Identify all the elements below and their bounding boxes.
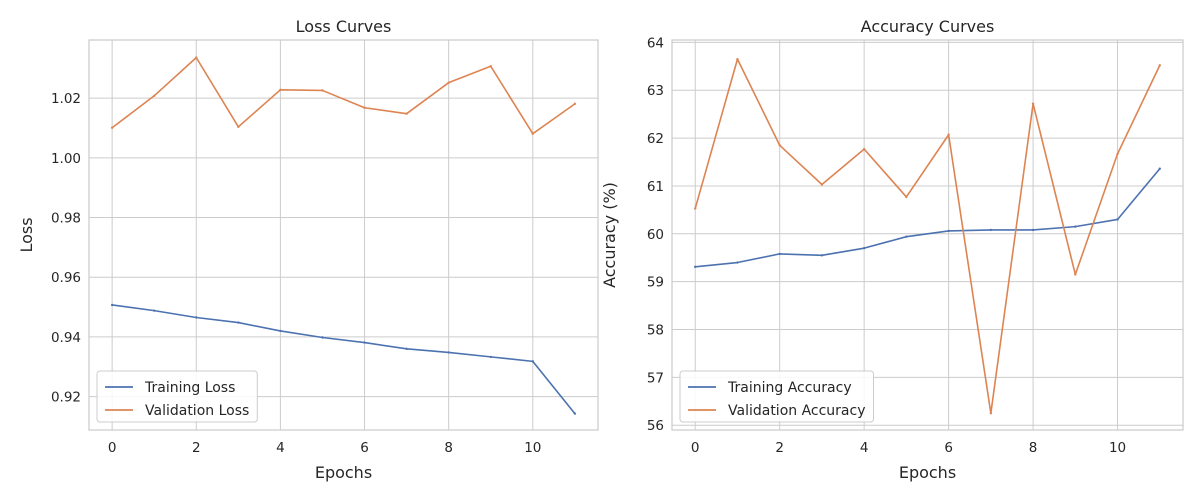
x-tick-label: 10 bbox=[1109, 440, 1126, 456]
x-tick-label: 0 bbox=[108, 440, 117, 456]
data-point bbox=[1116, 218, 1119, 221]
data-point bbox=[489, 65, 492, 68]
data-point bbox=[573, 412, 577, 415]
data-point bbox=[1031, 102, 1035, 105]
x-tick-label: 4 bbox=[276, 440, 285, 456]
data-point bbox=[447, 351, 450, 354]
legend: Training Loss Validation Loss bbox=[96, 370, 258, 423]
x-tick-label: 2 bbox=[192, 440, 201, 456]
data-point bbox=[447, 81, 450, 84]
legend-box bbox=[679, 370, 874, 423]
x-tick-label: 2 bbox=[775, 440, 784, 456]
legend-label: Training Accuracy bbox=[727, 380, 852, 396]
data-point bbox=[195, 316, 198, 319]
chart-0: 0 2 4 6 8 10 0.92 0.94 0.96 0.98 1.00 1.02 Loss Curv… bbox=[17, 17, 599, 482]
data-point bbox=[153, 94, 156, 97]
data-point bbox=[573, 102, 577, 106]
x-tick-label: 8 bbox=[444, 440, 453, 456]
data-point bbox=[531, 132, 534, 135]
y-tick-label: 0.96 bbox=[51, 270, 81, 286]
y-axis-label: Accuracy (%) bbox=[600, 182, 619, 288]
data-point bbox=[820, 254, 824, 257]
data-point bbox=[153, 309, 156, 312]
data-point bbox=[405, 112, 408, 115]
data-point bbox=[279, 329, 282, 333]
y-tick-label: 0.94 bbox=[51, 330, 81, 346]
data-point bbox=[1031, 228, 1035, 232]
data-point bbox=[989, 228, 993, 232]
data-point bbox=[489, 355, 492, 359]
chart-title: Accuracy Curves bbox=[861, 17, 995, 36]
data-point bbox=[321, 336, 324, 339]
data-point bbox=[905, 195, 908, 199]
data-point bbox=[905, 235, 908, 238]
legend-label: Validation Loss bbox=[145, 403, 249, 419]
data-point bbox=[405, 347, 408, 351]
data-point bbox=[736, 261, 739, 264]
y-tick-label: 1.00 bbox=[51, 151, 81, 167]
y-tick-label: 62 bbox=[647, 131, 664, 147]
y-tick-label: 61 bbox=[647, 179, 664, 195]
plot-frame bbox=[671, 39, 1184, 431]
y-tick-label: 58 bbox=[647, 323, 664, 339]
plot-frame bbox=[88, 39, 599, 431]
series-line-0 bbox=[111, 304, 576, 415]
x-tick-label: 10 bbox=[524, 440, 541, 456]
data-point bbox=[694, 207, 697, 210]
data-point bbox=[1116, 152, 1119, 156]
data-point bbox=[195, 56, 198, 59]
legend: Training Accuracy Validation Accuracy bbox=[679, 370, 874, 423]
y-tick-label: 64 bbox=[647, 35, 664, 51]
y-tick-label: 56 bbox=[647, 418, 664, 434]
data-point bbox=[363, 341, 366, 344]
legend-label: Training Loss bbox=[144, 380, 235, 396]
data-point bbox=[237, 125, 240, 129]
series-line-1 bbox=[111, 56, 576, 135]
y-tick-label: 57 bbox=[647, 370, 664, 386]
legend-label: Validation Accuracy bbox=[728, 403, 866, 419]
x-tick-label: 6 bbox=[944, 440, 953, 456]
x-tick-label: 8 bbox=[1029, 440, 1038, 456]
legend-box bbox=[96, 370, 258, 423]
x-axis-label: Epochs bbox=[315, 463, 372, 482]
data-point bbox=[237, 321, 240, 324]
data-point bbox=[110, 303, 114, 307]
chart-1: 0 2 4 6 8 10 56 57 58 59 60 61 62 63 64 Accuracy Curves… bbox=[600, 17, 1184, 482]
data-point bbox=[321, 89, 324, 92]
x-tick-label: 6 bbox=[360, 440, 369, 456]
series-line-0 bbox=[694, 167, 1161, 268]
data-point bbox=[531, 360, 534, 363]
y-axis-label: Loss bbox=[17, 217, 36, 252]
x-axis-label: Epochs bbox=[899, 463, 956, 482]
data-point bbox=[736, 57, 739, 61]
data-point bbox=[820, 183, 824, 186]
data-point bbox=[279, 88, 282, 92]
data-point bbox=[694, 265, 697, 269]
y-tick-label: 63 bbox=[647, 83, 664, 99]
data-point bbox=[363, 106, 366, 109]
y-tick-label: 0.98 bbox=[51, 211, 81, 227]
data-point bbox=[862, 246, 866, 250]
data-point bbox=[1074, 225, 1077, 228]
x-tick-label: 4 bbox=[860, 440, 869, 456]
data-point bbox=[778, 252, 781, 256]
y-tick-label: 60 bbox=[647, 227, 664, 243]
data-point bbox=[947, 229, 950, 233]
data-point bbox=[989, 412, 993, 415]
y-tick-label: 0.92 bbox=[51, 390, 81, 406]
y-tick-label: 1.02 bbox=[51, 91, 81, 107]
x-tick-label: 0 bbox=[691, 440, 700, 456]
y-tick-label: 59 bbox=[647, 275, 664, 291]
data-point bbox=[778, 144, 781, 147]
data-point bbox=[862, 147, 866, 151]
data-point bbox=[110, 126, 114, 129]
data-point bbox=[1158, 64, 1161, 67]
data-point bbox=[1074, 273, 1077, 276]
series-line-1 bbox=[694, 58, 1161, 415]
chart-title: Loss Curves bbox=[296, 17, 392, 36]
data-point bbox=[947, 133, 950, 136]
data-point bbox=[1158, 167, 1161, 170]
